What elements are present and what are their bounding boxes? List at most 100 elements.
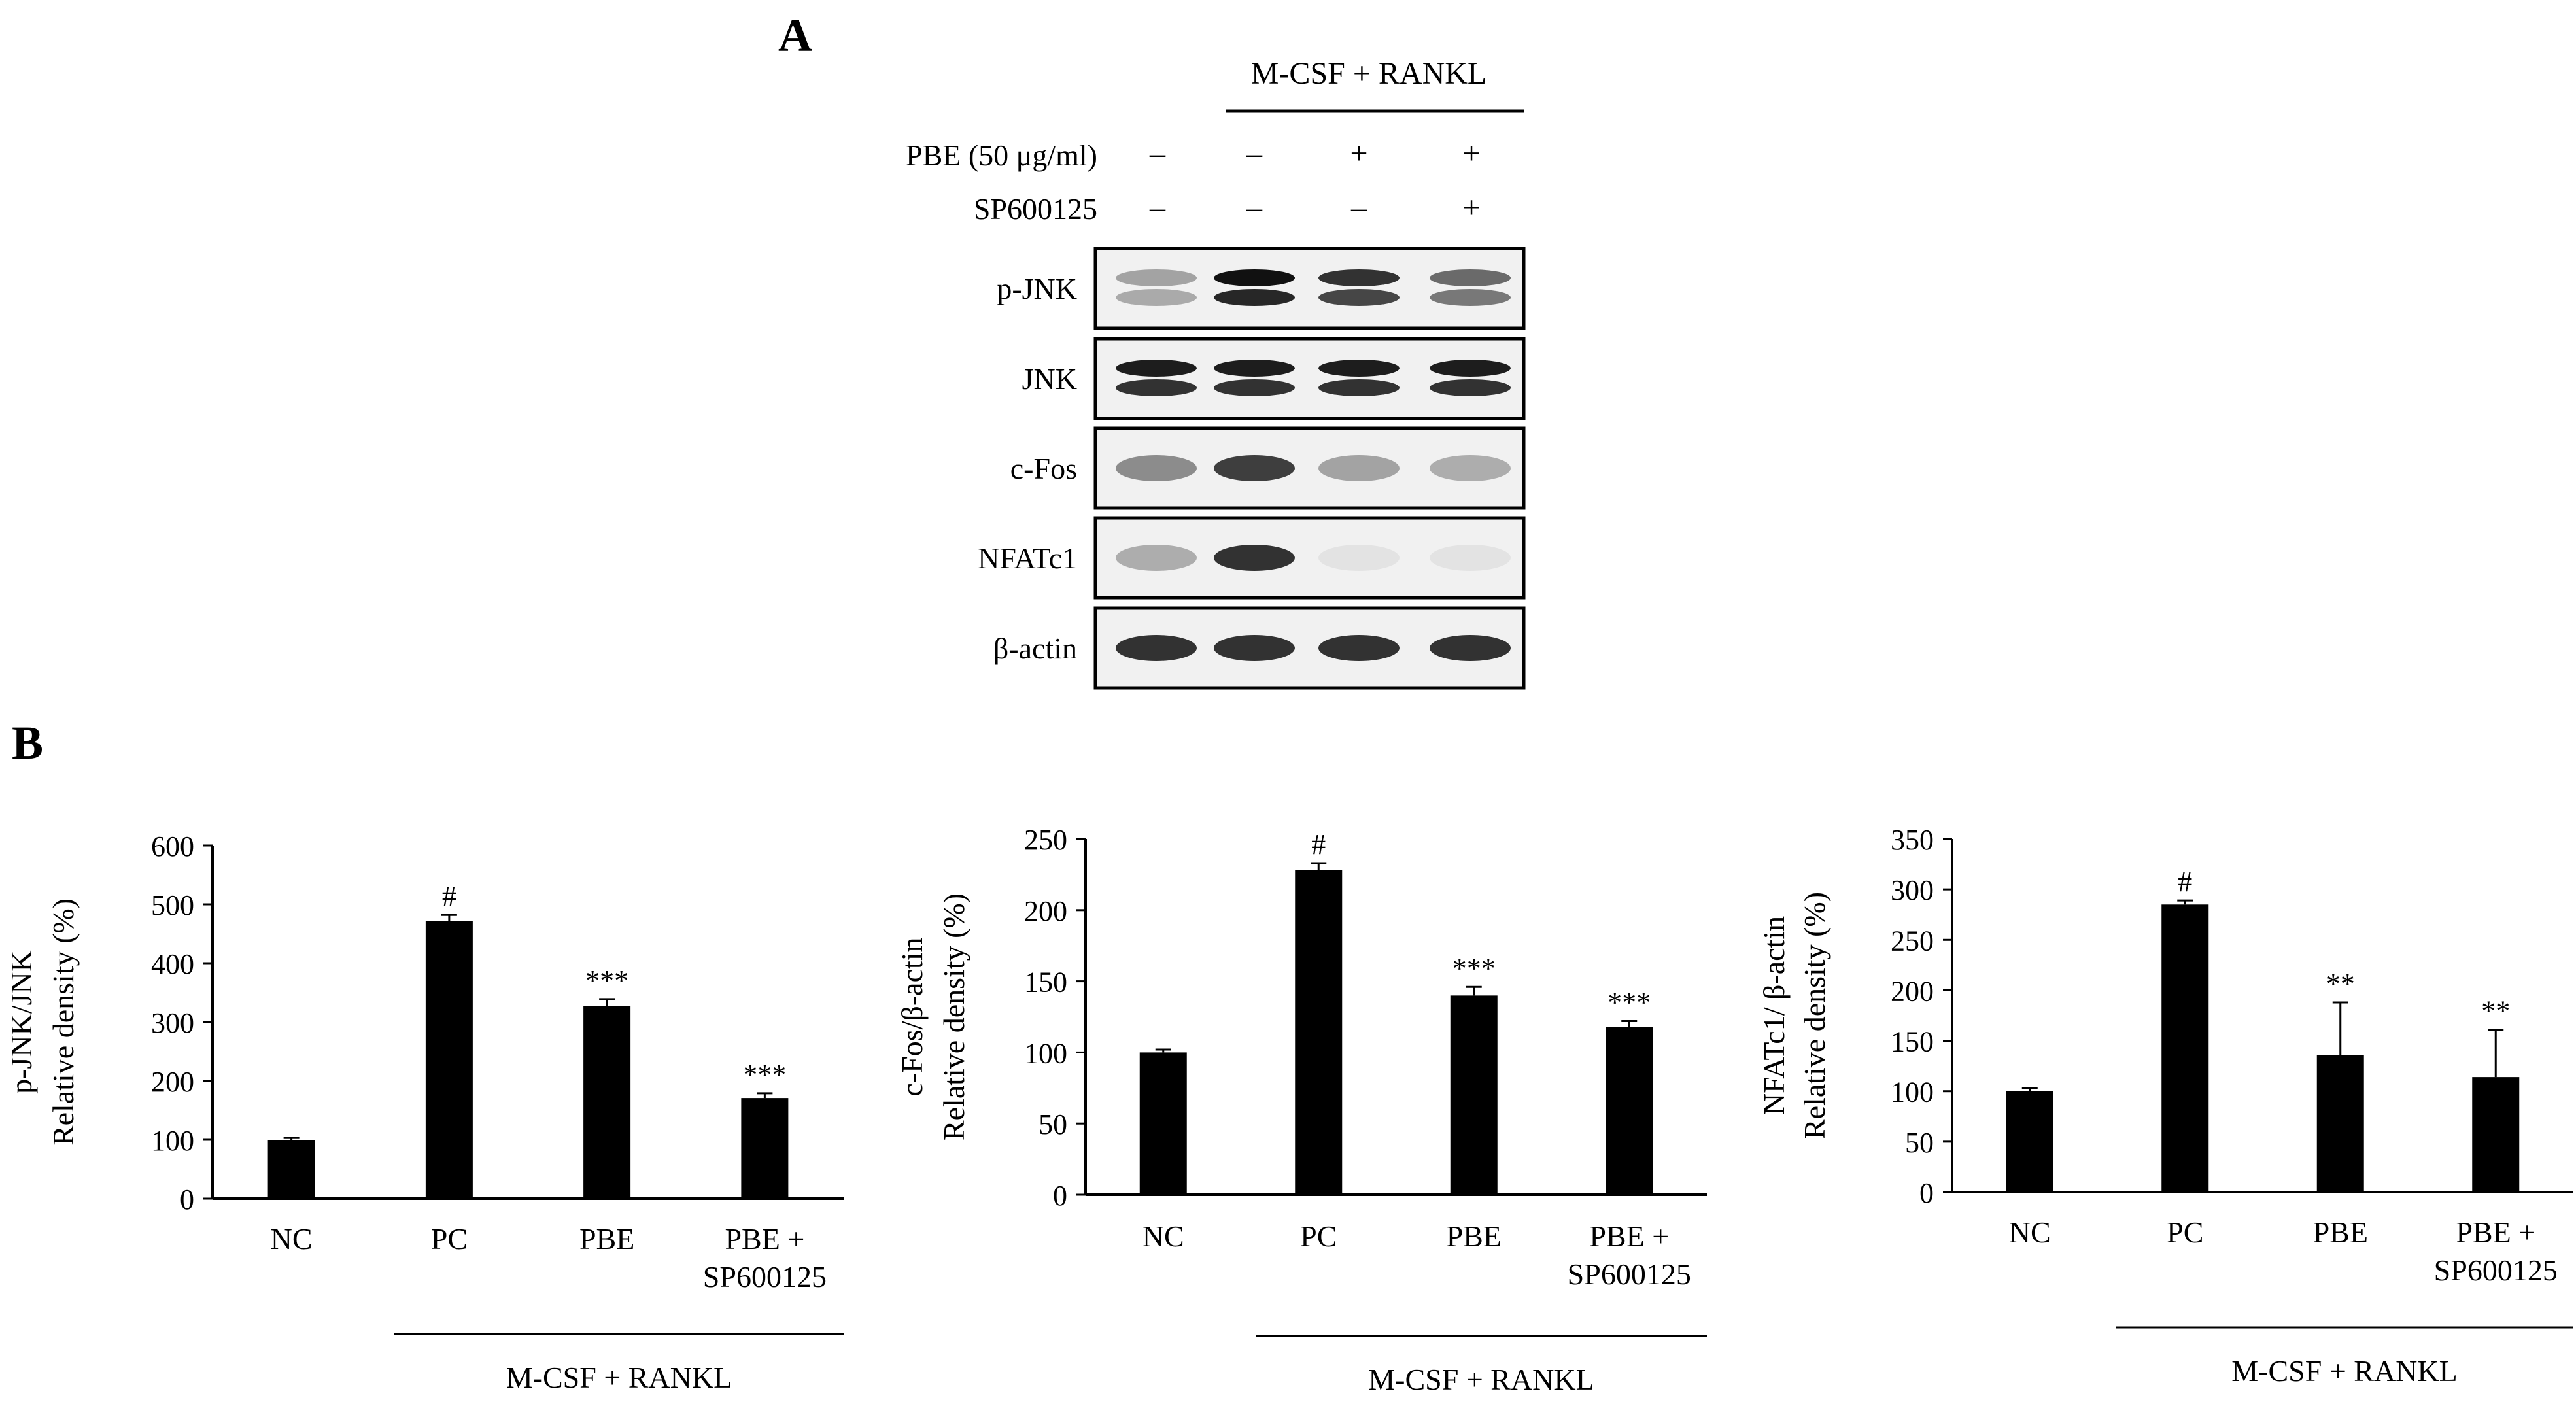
y-tick-label: 50	[1905, 1127, 1934, 1159]
bar	[1450, 995, 1498, 1195]
group-label: M-CSF + RANKL	[2231, 1354, 2457, 1388]
bar	[583, 1006, 631, 1199]
bar	[425, 921, 473, 1199]
pbe-sign-lane-3: +	[1350, 136, 1367, 171]
significance-marker: #	[1311, 829, 1326, 861]
blot-label: NFATc1	[978, 541, 1077, 575]
significance-marker: #	[442, 880, 456, 912]
y-tick-label: 150	[1024, 966, 1067, 999]
y-tick-label: 0	[1053, 1180, 1067, 1212]
significance-marker: **	[2481, 995, 2510, 1027]
blot-frame	[1093, 247, 1526, 330]
pbe-sign-lane-1: –	[1149, 136, 1166, 171]
blot-band	[1116, 635, 1197, 661]
y-tick-label: 500	[151, 889, 194, 921]
y-axis-label: Relative density (%)	[1798, 892, 1831, 1139]
blot-band	[1116, 455, 1197, 481]
x-tick-label: PBE	[1447, 1220, 1502, 1253]
blot-label: c-Fos	[1010, 452, 1077, 485]
bar	[2316, 1055, 2364, 1192]
y-tick-label: 300	[1891, 874, 1934, 906]
group-label: M-CSF + RANKL	[1368, 1363, 1594, 1396]
blot-band	[1430, 545, 1511, 571]
blot-band	[1214, 635, 1295, 661]
western-blots: p-JNK JNK c-Fos NFATc1 β-actin	[978, 247, 1526, 690]
group-label: M-CSF + RANKL	[506, 1361, 732, 1394]
blot-band	[1318, 360, 1400, 377]
y-tick-label: 150	[1891, 1026, 1934, 1058]
pbe-row-label: PBE (50 μg/ml)	[906, 139, 1097, 172]
blot-band	[1430, 635, 1511, 661]
blot-band	[1318, 635, 1400, 661]
x-tick-label: PBE + SP600125	[2434, 1216, 2558, 1287]
y-tick-label: 0	[180, 1184, 194, 1216]
significance-marker: ***	[1452, 952, 1496, 984]
significance-marker: ***	[1607, 987, 1651, 1019]
blot-band	[1116, 379, 1197, 396]
y-axis-label: Relative density (%)	[46, 898, 80, 1146]
blot-frame	[1093, 337, 1526, 420]
x-tick-label: PBE + SP600125	[703, 1222, 827, 1293]
blot-3: NFATc1	[978, 516, 1526, 600]
y-tick-label: 100	[1024, 1037, 1067, 1069]
blot-band	[1318, 289, 1400, 306]
y-axis-label: c-Fos/β-actin	[895, 937, 929, 1096]
blot-band	[1214, 379, 1295, 396]
bar	[2472, 1077, 2520, 1192]
y-tick-label: 100	[151, 1125, 194, 1157]
blot-band	[1214, 360, 1295, 377]
significance-marker: ***	[743, 1059, 786, 1091]
bar	[267, 1140, 315, 1199]
blot-band	[1214, 455, 1295, 481]
y-tick-label: 250	[1891, 925, 1934, 957]
y-tick-label: 200	[1024, 895, 1067, 927]
chart-0: 0 100 200 300 400 500 600 p-JNK/JNK Relative den…	[5, 830, 844, 1394]
significance-marker: #	[2178, 866, 2192, 898]
y-tick-label: 250	[1024, 824, 1067, 856]
y-tick-label: 400	[151, 948, 194, 980]
sp600125-row-label: SP600125	[974, 192, 1097, 226]
x-tick-label: PBE	[579, 1222, 634, 1256]
blot-band	[1116, 360, 1197, 377]
blot-band	[1430, 455, 1511, 481]
x-tick-label: NC	[2009, 1216, 2051, 1249]
blot-band	[1430, 360, 1511, 377]
y-tick-label: 200	[151, 1066, 194, 1098]
blot-band	[1318, 269, 1400, 286]
x-tick-label: PBE	[2313, 1216, 2368, 1249]
y-axis-label: p-JNK/JNK	[5, 950, 38, 1094]
blot-band	[1214, 545, 1295, 571]
significance-marker: **	[2326, 968, 2355, 1000]
x-tick-label: PC	[431, 1222, 468, 1256]
treatment-group-label: M-CSF + RANKL	[1251, 56, 1486, 91]
blot-2: c-Fos	[1010, 426, 1526, 510]
y-tick-label: 100	[1891, 1076, 1934, 1108]
chart-2: 0 50 100 150 200 250 300 350 NFATc1/ β-actin Rela…	[1757, 824, 2573, 1388]
y-tick-label: 0	[1919, 1177, 1934, 1209]
y-tick-label: 350	[1891, 824, 1934, 856]
pbe-sign-lane-2: –	[1246, 136, 1263, 171]
sp-sign-lane-3: –	[1350, 190, 1367, 225]
sp-sign-lane-1: –	[1149, 190, 1166, 225]
x-tick-label: PBE + SP600125	[1568, 1220, 1691, 1291]
blot-band	[1116, 269, 1197, 286]
blot-1: JNK	[1022, 337, 1526, 420]
blot-0: p-JNK	[997, 247, 1526, 330]
bar	[741, 1098, 789, 1199]
y-axis-label: NFATc1/ β-actin	[1757, 916, 1791, 1115]
x-tick-label: PC	[2167, 1216, 2203, 1249]
blot-label: β-actin	[993, 632, 1077, 665]
blot-band	[1116, 545, 1197, 571]
blot-band	[1430, 269, 1511, 286]
panel-a: A M-CSF + RANKL PBE (50 μg/ml) – – + + S…	[778, 9, 1526, 690]
y-tick-label: 600	[151, 830, 194, 863]
blot-band	[1214, 289, 1295, 306]
x-tick-label: PC	[1300, 1220, 1337, 1253]
bar	[2006, 1091, 2053, 1192]
blot-band	[1318, 545, 1400, 571]
blot-band	[1430, 379, 1511, 396]
y-axis-label: Relative density (%)	[937, 893, 970, 1140]
